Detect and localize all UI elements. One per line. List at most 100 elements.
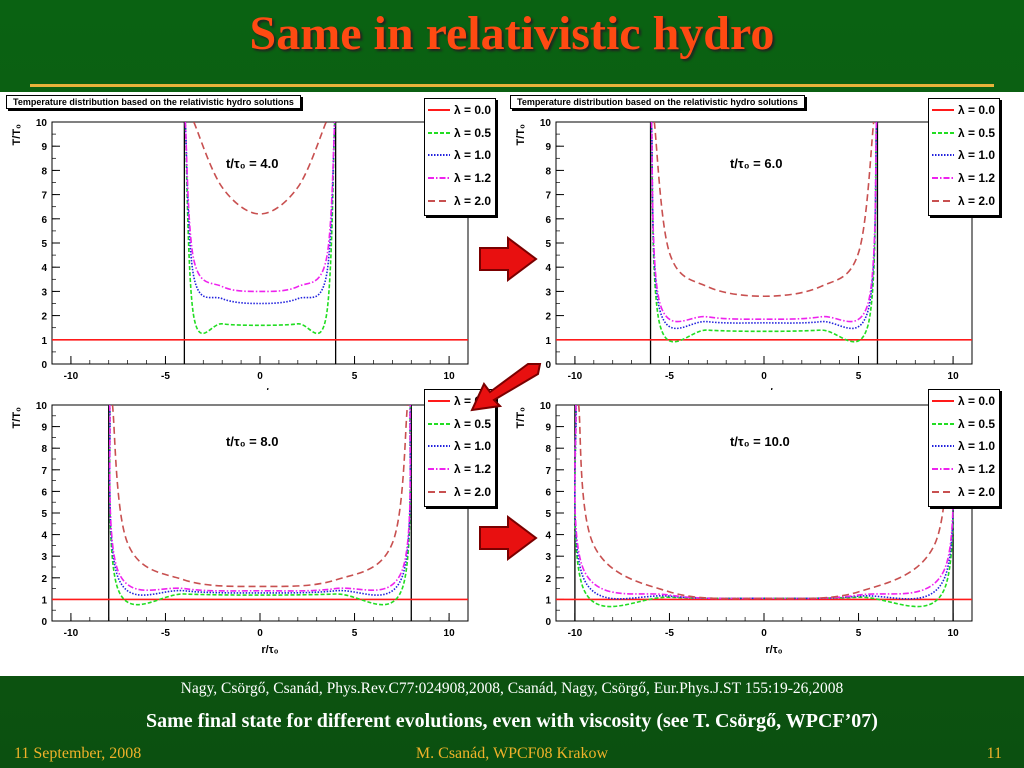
legend-label: λ = 0.5 [454,416,492,431]
y-tick-label: 6 [41,487,47,498]
x-tick-label: 0 [257,371,263,382]
y-tick-label: 4 [41,263,47,274]
time-annotation: t/τ₀ = 4.0 [226,156,278,171]
y-tick-label: 5 [41,509,47,520]
y-tick-label: 7 [545,466,551,477]
legend-entry: λ = 0.0 [929,390,999,413]
series-line [573,405,955,600]
y-tick-label: 3 [41,552,47,563]
footer-date: 11 September, 2008 [14,745,142,762]
y-tick-label: 2 [41,574,47,585]
y-tick-label: 1 [545,595,551,606]
chart-svg: 0 1 2 3 4 5 6 7 8 9 10 -10 -5 0 5 10 r/τ₀ T/T₀ t/τ₀ = 8.0 [11,401,469,656]
plot-frame [555,404,973,622]
y-tick-label: 2 [545,312,551,323]
y-tick-label: 3 [545,552,551,563]
legend-entry: λ = 1.0 [425,144,495,167]
x-tick-label: 0 [761,371,767,382]
x-tick-label: 5 [352,371,358,382]
plot-frame [555,121,973,365]
y-tick-label: 6 [545,487,551,498]
y-tick-label: 10 [540,118,552,129]
legend-swatch [932,131,954,134]
conclusion-text: Same final state for different evolution… [146,710,878,732]
x-tick-label: -5 [161,371,170,382]
y-tick-label: 9 [545,423,551,434]
x-tick-label: 10 [444,371,456,382]
legend-label: λ = 1.2 [958,462,996,477]
y-tick-label: 6 [545,215,551,226]
y-axis-label: T/T₀ [515,407,527,428]
x-tick-label: 0 [761,628,767,639]
legend-label: λ = 2.0 [958,484,996,499]
legend-label: λ = 0.5 [958,416,996,431]
y-tick-label: 5 [545,509,551,520]
legend-label: λ = 2.0 [454,484,492,499]
y-tick-label: 2 [41,312,47,323]
y-tick-label: 5 [41,239,47,250]
footer-author: M. Csanád, WPCF08 Krakow [415,745,609,762]
y-tick-label: 7 [41,466,47,477]
series-line [108,405,412,606]
legend-entry: λ = 1.2 [425,458,495,481]
legend-label: λ = 0.0 [958,103,996,118]
x-tick-label: 0 [257,628,263,639]
chart-svg: 0 1 2 3 4 5 6 7 8 9 10 -10 -5 0 5 10 r/τ₀ T/T₀ t/τ₀ = 6.0 [515,118,973,390]
legend-label: λ = 0.5 [958,125,996,140]
y-tick-label: 10 [540,401,552,412]
legend-swatch [932,154,954,157]
y-tick-label: 1 [41,595,47,606]
x-tick-label: -5 [665,371,674,382]
y-tick-label: 4 [41,531,47,542]
legend-label: λ = 0.5 [454,125,492,140]
time-annotation: t/τ₀ = 6.0 [730,156,783,171]
series-line [193,122,327,215]
x-axis-label: r/τ₀ [765,644,782,656]
legend-label: λ = 1.0 [958,148,996,163]
legend-label: λ = 1.0 [958,439,996,454]
legend-swatch [428,154,450,157]
x-tick-label: -10 [64,371,79,382]
legend-entry: λ = 0.5 [425,122,495,145]
legend-swatch [932,177,954,180]
x-tick-label: -10 [568,628,583,639]
legend: λ = 0.0 λ = 0.5 λ = 1.0 λ = 1.2 λ = 2.0 [928,98,1000,216]
legend-entry: λ = 0.0 [929,99,999,122]
legend-label: λ = 2.0 [454,193,492,208]
series-line [650,122,878,323]
y-tick-label: 0 [41,360,47,371]
x-tick-label: 10 [948,371,960,382]
x-tick-label: 5 [352,628,358,639]
series-line [184,122,336,305]
x-axis-label: r/τ₀ [261,387,278,390]
y-tick-label: 4 [545,531,551,542]
legend-swatch [428,177,450,180]
legend-swatch [932,445,954,448]
legend-swatch [428,131,450,134]
legend-label: λ = 1.2 [454,462,492,477]
chart-title: Temperature distribution based on the re… [510,95,805,109]
x-tick-label: -5 [161,628,170,639]
y-tick-label: 5 [545,239,551,250]
legend-swatch [932,422,954,425]
x-tick-label: 10 [948,628,960,639]
diagonal-arrow-icon [470,363,542,412]
legend-entry: λ = 2.0 [425,189,495,212]
y-tick-label: 9 [41,142,47,153]
y-tick-label: 8 [41,166,47,177]
y-tick-label: 3 [41,287,47,298]
x-tick-label: 10 [444,628,456,639]
y-tick-label: 7 [41,191,47,202]
legend-label: λ = 2.0 [958,193,996,208]
title-underline [30,84,994,87]
legend-entry: λ = 2.0 [929,480,999,503]
x-tick-label: -10 [64,628,79,639]
legend-entry: λ = 1.0 [425,435,495,458]
legend-swatch [428,400,450,403]
series-line [184,122,336,293]
chart-svg: 0 1 2 3 4 5 6 7 8 9 10 -10 -5 0 5 10 r/τ₀ T/T₀ t/τ₀ = 4.0 [11,118,469,390]
legend-label: λ = 1.0 [454,148,492,163]
legend-entry: λ = 1.2 [425,167,495,190]
legend-entry: λ = 1.2 [929,167,999,190]
